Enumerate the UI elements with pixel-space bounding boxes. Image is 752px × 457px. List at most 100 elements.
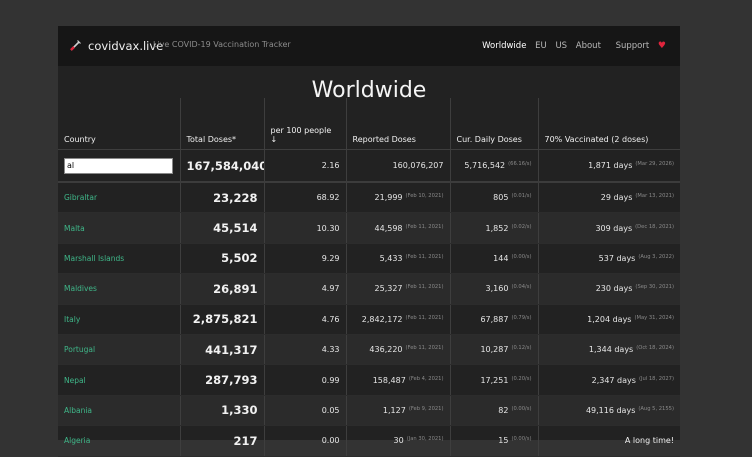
heart-icon: ♥	[657, 41, 666, 51]
filter-reported-cell: 160,076,207	[346, 149, 451, 183]
daily-doses: 82	[498, 405, 509, 415]
daily-cell: 10,287 (0.12/s)	[450, 334, 539, 366]
table-row: Maldives 26,891 4.97 25,327 (Feb 11, 2021) 3,…	[58, 273, 680, 305]
vacc-days: 29 days	[600, 193, 633, 203]
daily-cell: 805 (0.01/s)	[450, 182, 539, 214]
app-panel: covidvax.live Live COVID-19 Vaccination …	[58, 26, 680, 457]
per100-value: 4.76	[321, 314, 340, 324]
col-header-country[interactable]: Country	[58, 98, 181, 150]
reported-doses: 1,127	[382, 405, 406, 415]
table-row: Marshall Islands 5,502 9.29 5,433 (Feb 11, 2…	[58, 243, 680, 275]
reported-doses: 25,327	[374, 284, 403, 294]
total-doses-cell: 441,317	[180, 334, 265, 366]
country-link[interactable]: Italy	[64, 314, 81, 324]
daily-doses: 15	[498, 436, 509, 446]
total-doses-cell: 2,875,821	[180, 304, 265, 335]
country-cell: Malta	[58, 212, 181, 244]
vacc-date: (Jul 18, 2027)	[638, 375, 674, 382]
filter-total: 167,584,040	[186, 158, 264, 173]
daily-cell: 144 (0.00/s)	[450, 243, 539, 275]
per100-cell: 4.76	[264, 304, 347, 335]
table-row: Gibraltar 23,228 68.92 21,999 (Feb 10, 2021)…	[58, 182, 680, 214]
reported-doses: 158,487	[372, 375, 406, 385]
daily-cell: 67,887 (0.79/s)	[450, 304, 539, 335]
country-link[interactable]: Malta	[64, 223, 85, 233]
daily-rate: (0.12/s)	[511, 345, 532, 352]
total-doses-cell: 217	[180, 425, 265, 457]
daily-doses: 3,160	[485, 284, 509, 294]
per100-cell: 4.33	[264, 334, 347, 366]
reported-date: (Feb 11, 2021)	[405, 345, 444, 352]
filter-vacc-cell: 1,871 days (Mar 29, 2026)	[538, 149, 680, 183]
total-doses: 441,317	[205, 342, 258, 357]
total-doses: 217	[233, 433, 258, 448]
per100-value: 68.92	[316, 193, 340, 203]
daily-rate: (0.00/s)	[511, 405, 532, 412]
per100-cell: 0.05	[264, 395, 347, 427]
reported-date: (Jan 30, 2021)	[406, 436, 444, 443]
vacc-date: (May 31, 2024)	[634, 314, 674, 321]
col-header-70-vaccinated[interactable]: 70% Vaccinated (2 doses)	[538, 98, 680, 150]
total-doses-cell: 45,514	[180, 212, 265, 244]
vacc-days: 49,116 days	[585, 405, 636, 415]
vacc-cell: A long time!	[538, 425, 680, 457]
reported-doses: 5,433	[379, 253, 403, 263]
country-cell: Marshall Islands	[58, 243, 181, 275]
col-header-reported-doses[interactable]: Reported Doses	[346, 98, 451, 150]
reported-date: (Feb 10, 2021)	[405, 193, 444, 200]
brand-name[interactable]: covidvax.live	[88, 39, 164, 53]
reported-cell: 30 (Jan 30, 2021)	[346, 425, 451, 457]
reported-doses: 30	[393, 436, 404, 446]
daily-rate: (0.04/s)	[511, 284, 532, 291]
country-link[interactable]: Portugal	[64, 345, 96, 355]
nav-eu[interactable]: EU	[535, 41, 547, 51]
country-link[interactable]: Nepal	[64, 375, 86, 385]
vacc-cell: 1,204 days (May 31, 2024)	[538, 304, 680, 335]
nav-about[interactable]: About	[575, 41, 601, 51]
daily-doses: 10,287	[480, 345, 509, 355]
top-navbar: covidvax.live Live COVID-19 Vaccination …	[58, 26, 680, 66]
reported-date: (Feb 11, 2021)	[405, 284, 444, 291]
total-doses-cell: 26,891	[180, 273, 265, 305]
table-row: Malta 45,514 10.30 44,598 (Feb 11, 2021) 1,85…	[58, 212, 680, 244]
reported-cell: 5,433 (Feb 11, 2021)	[346, 243, 451, 275]
reported-cell: 21,999 (Feb 10, 2021)	[346, 182, 451, 214]
total-doses: 2,875,821	[192, 312, 258, 327]
country-link[interactable]: Albania	[64, 405, 93, 415]
reported-doses: 21,999	[374, 193, 403, 203]
country-filter-input[interactable]	[64, 157, 173, 174]
nav-worldwide[interactable]: Worldwide	[482, 41, 527, 51]
filter-vacc-date: (Mar 29, 2026)	[635, 161, 674, 167]
vacc-days: 1,344 days	[588, 345, 634, 355]
reported-cell: 436,220 (Feb 11, 2021)	[346, 334, 451, 366]
col-header-total-doses[interactable]: Total Doses*	[180, 98, 265, 150]
daily-rate: (0.02/s)	[511, 223, 532, 230]
syringe-icon	[70, 40, 81, 51]
col-header-daily-doses[interactable]: Cur. Daily Doses	[450, 98, 539, 150]
total-doses-cell: 23,228	[180, 182, 265, 214]
country-link[interactable]: Gibraltar	[64, 193, 98, 203]
country-cell: Gibraltar	[58, 182, 181, 214]
vacc-cell: 537 days (Aug 3, 2022)	[538, 243, 680, 275]
per100-cell: 0.00	[264, 425, 347, 457]
filter-per100-cell: 2.16	[264, 149, 347, 183]
country-cell: Nepal	[58, 364, 181, 396]
reported-doses: 44,598	[374, 223, 403, 233]
col-header-per-100[interactable]: per 100 people ↓	[264, 98, 347, 150]
filter-reported: 160,076,207	[392, 161, 444, 170]
vacc-cell: 230 days (Sep 30, 2021)	[538, 273, 680, 305]
country-link[interactable]: Marshall Islands	[64, 253, 125, 263]
daily-rate: (0.00/s)	[511, 253, 532, 260]
total-doses: 1,330	[221, 403, 258, 418]
daily-cell: 82 (0.00/s)	[450, 395, 539, 427]
reported-doses: 2,842,172	[361, 314, 403, 324]
country-link[interactable]: Maldives	[64, 284, 97, 294]
nav-support[interactable]: Support ♥	[610, 41, 666, 51]
total-doses-cell: 287,793	[180, 364, 265, 396]
nav-us[interactable]: US	[555, 41, 568, 51]
reported-cell: 158,487 (Feb 4, 2021)	[346, 364, 451, 396]
vacc-days: 537 days	[598, 253, 636, 263]
country-link[interactable]: Algeria	[64, 436, 91, 446]
vacc-days: 1,204 days	[587, 314, 632, 324]
vacc-days: A long time!	[624, 436, 674, 446]
